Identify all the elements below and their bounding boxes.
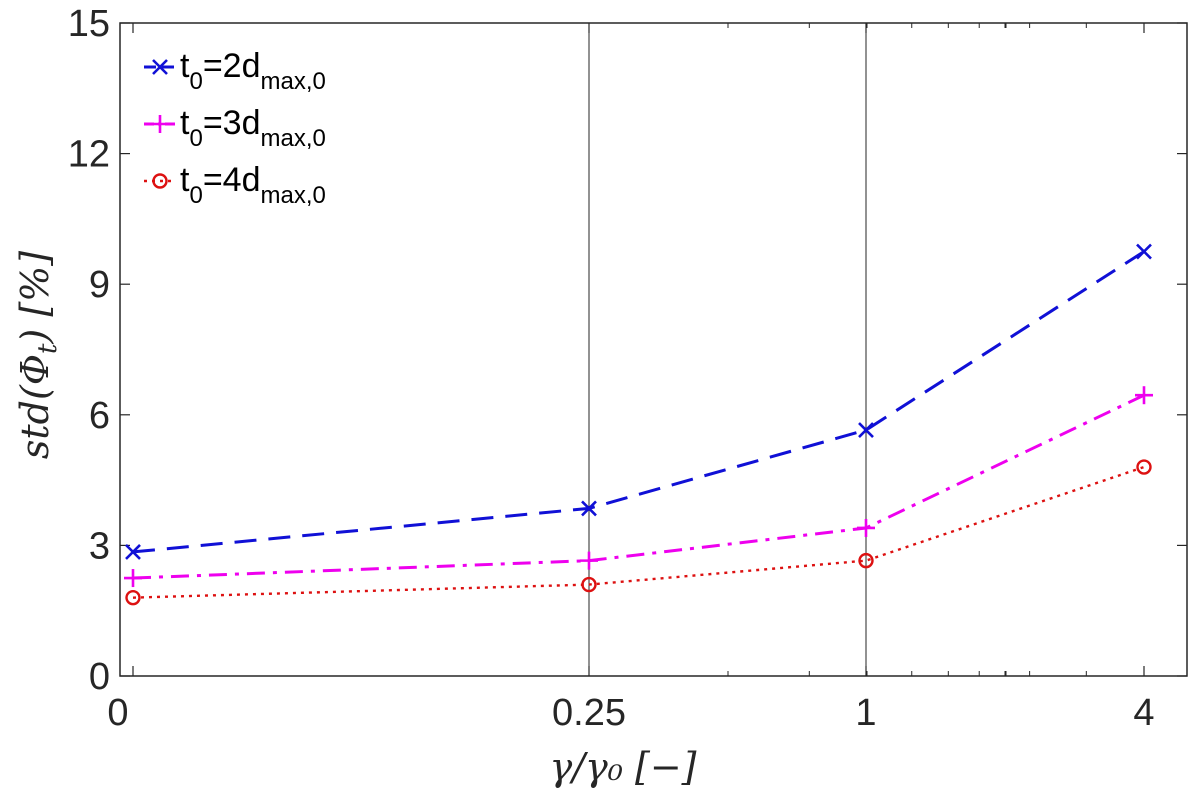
legend-marker — [152, 173, 168, 189]
series-line-2 — [132, 393, 1145, 580]
x-axis-title: γ/γ₀ [−] — [549, 745, 696, 789]
legend-entry-1: t0=2dmax,0 — [144, 47, 326, 95]
legend-marker — [151, 115, 169, 133]
marker-stroke — [858, 422, 874, 438]
legend-marker — [152, 59, 168, 75]
data-point-+ — [124, 569, 142, 588]
marker-stroke — [1136, 243, 1152, 260]
y-tick-label: 15 — [68, 3, 110, 45]
legend-entry-2: t0=3dmax,0 — [144, 104, 326, 152]
tick-labels: 0 3 6 9 12 15 0 0.25 1 4 — [68, 3, 1155, 734]
data-point-+ — [580, 551, 598, 570]
axis-ticks — [120, 22, 1187, 677]
data-point-o — [125, 589, 141, 606]
x-tick-label: 0.25 — [552, 692, 626, 734]
data-point-x — [581, 500, 597, 517]
x-tick-label: 4 — [1133, 692, 1154, 734]
y-tick-label: 3 — [89, 525, 110, 567]
legend-label: t0=4dmax,0 — [180, 161, 326, 209]
marker-stroke — [581, 500, 597, 517]
plot-area-frame — [119, 22, 1188, 677]
marker-stroke — [152, 59, 168, 75]
series-line-3 — [132, 465, 1145, 599]
series-1 — [125, 243, 1152, 560]
data-point-x — [125, 544, 141, 560]
data-point-x — [1136, 243, 1152, 260]
x-tick-label: 0 — [107, 692, 128, 734]
series-group — [124, 243, 1153, 606]
x-tick-label: 1 — [855, 692, 876, 734]
series-3 — [125, 459, 1152, 606]
legend-label: t0=2dmax,0 — [180, 47, 326, 95]
marker-stroke — [125, 544, 141, 560]
data-point-o — [1136, 459, 1152, 475]
data-point-+ — [857, 518, 875, 537]
series-line-1 — [132, 250, 1145, 554]
data-point-+ — [1135, 386, 1153, 405]
grid-lines — [588, 23, 867, 676]
legend: t0=2dmax,0 t0=3dmax,0 t0=4dmax,0 — [144, 47, 326, 209]
data-point-o — [858, 552, 874, 569]
y-tick-label: 6 — [89, 395, 110, 437]
y-tick-label: 0 — [89, 656, 110, 698]
legend-label: t0=3dmax,0 — [180, 104, 326, 152]
y-tick-label: 9 — [89, 264, 110, 306]
y-axis-title: std(Φt) [%] — [13, 251, 63, 459]
data-point-x — [858, 422, 874, 438]
data-point-o — [581, 576, 597, 593]
series-2 — [124, 386, 1153, 588]
legend-entry-3: t0=4dmax,0 — [144, 161, 326, 209]
y-tick-label: 12 — [68, 134, 110, 176]
